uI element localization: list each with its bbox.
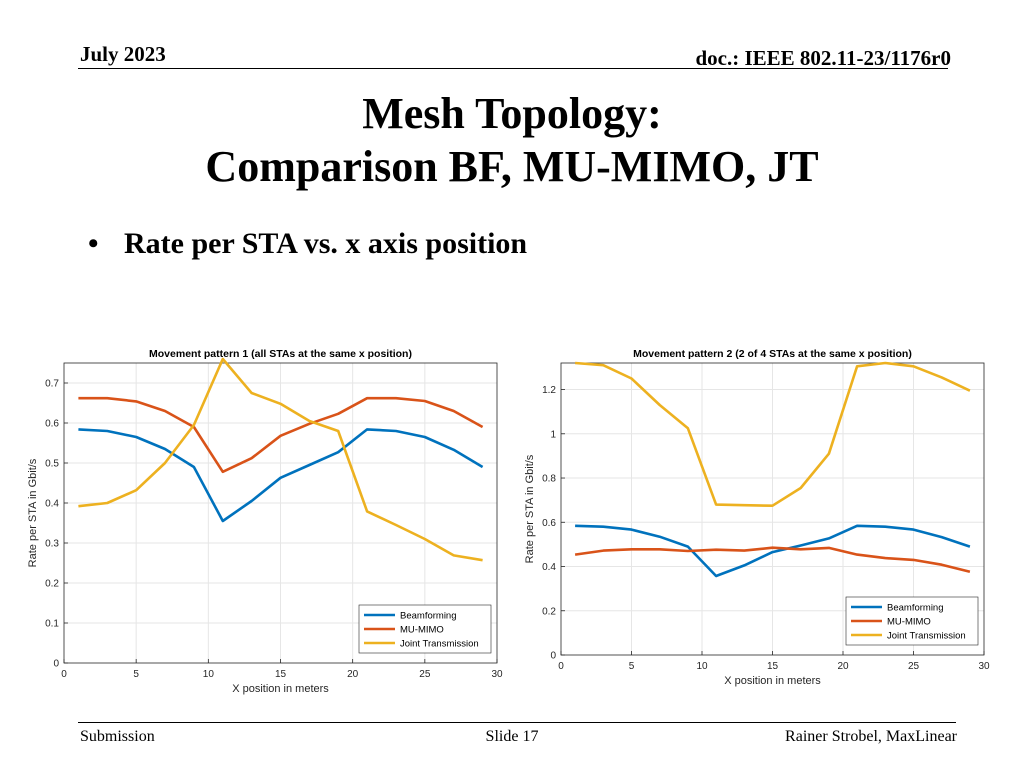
x-tick-label: 15	[275, 669, 287, 680]
series-line-joint-transmission	[574, 361, 971, 507]
legend-entry: MU-MIMO	[400, 625, 444, 636]
bullet-marker: •	[88, 227, 99, 260]
y-tick-label: 0.6	[542, 518, 556, 529]
footer-author: Rainer Strobel, MaxLinear	[785, 728, 957, 745]
chart-legend: Beamforming MU-MIMO Joint Transmission	[845, 596, 979, 646]
x-tick-label: 0	[558, 661, 564, 672]
y-axis-label: Rate per STA in Gbit/s	[524, 454, 536, 563]
legend-entry: Beamforming	[400, 611, 457, 622]
slide-title-line-1: Mesh Topology:	[362, 89, 662, 138]
x-tick-label: 25	[419, 669, 431, 680]
y-tick-label: 0.5	[45, 459, 59, 470]
y-tick-label: 0.4	[45, 499, 59, 510]
x-tick-label: 25	[908, 661, 920, 672]
x-axis-label: X position in meters	[724, 675, 821, 687]
y-tick-label: 0.2	[542, 606, 556, 617]
x-tick-label: 0	[61, 669, 67, 680]
header-date: July 2023	[80, 42, 166, 66]
chart-svg: 0 5 10 15 20 25 30 0 0.1 0.2 0.3 0.4 0.5 0.6 0.7 Moveme…	[27, 348, 503, 695]
y-tick-label: 0.8	[542, 474, 556, 485]
bullet-text: Rate per STA vs. x axis position	[124, 227, 528, 260]
x-tick-label: 20	[837, 661, 849, 672]
chart-title: Movement pattern 1 (all STAs at the same…	[149, 348, 412, 360]
y-tick-label: 0	[53, 659, 59, 670]
x-tick-label: 10	[203, 669, 215, 680]
series-line-mu-mimo	[574, 546, 971, 574]
footer-slide-number: Slide 17	[485, 728, 539, 745]
series-line-beamforming	[575, 524, 971, 578]
x-tick-label: 15	[767, 661, 779, 672]
x-tick-label: 5	[133, 669, 139, 680]
series-line-mu-mimo	[78, 396, 484, 474]
y-tick-label: 1.2	[542, 385, 556, 396]
x-axis-label: X position in meters	[232, 683, 329, 695]
header-divider	[78, 68, 948, 69]
x-tick-label: 30	[978, 661, 990, 672]
chart-legend: Beamforming MU-MIMO Joint Transmission	[358, 604, 492, 654]
y-tick-label: 0.2	[45, 579, 59, 590]
chart-movement-pattern-1: 0 5 10 15 20 25 30 0 0.1 0.2 0.3 0.4 0.5 0.6 0.7 Moveme…	[18, 340, 508, 705]
header-doc-id: doc.: IEEE 802.11-23/1176r0	[695, 46, 951, 70]
chart-svg: 0 5 10 15 20 25 30 0 0.2 0.4 0.6 0.8 1 1.2 Movement pa…	[524, 348, 990, 687]
x-tick-label: 10	[696, 661, 708, 672]
y-tick-label: 0.1	[45, 619, 59, 630]
legend-entry: Joint Transmission	[887, 631, 966, 642]
x-tick-label: 5	[629, 661, 635, 672]
slide-title-line-2: Comparison BF, MU-MIMO, JT	[205, 142, 819, 191]
series-line-joint-transmission	[78, 357, 483, 562]
legend-entry: Joint Transmission	[400, 639, 479, 650]
bullet-item: • Rate per STA vs. x axis position	[88, 227, 527, 261]
footer-submission: Submission	[80, 728, 155, 745]
x-tick-label: 20	[347, 669, 359, 680]
legend-entry: Beamforming	[887, 603, 944, 614]
y-tick-label: 0	[550, 651, 556, 662]
x-tick-label: 30	[491, 669, 503, 680]
chart-movement-pattern-2: 0 5 10 15 20 25 30 0 0.2 0.4 0.6 0.8 1 1.2 Movement pa…	[515, 340, 1005, 705]
series-line-beamforming	[78, 428, 484, 523]
y-axis-label: Rate per STA in Gbit/s	[27, 458, 39, 567]
footer-divider	[78, 722, 956, 723]
slide-title: Mesh Topology: Comparison BF, MU-MIMO, J…	[0, 87, 1024, 193]
y-tick-label: 0.7	[45, 379, 59, 390]
chart-title: Movement pattern 2 (2 of 4 STAs at the s…	[633, 348, 912, 360]
legend-entry: MU-MIMO	[887, 617, 931, 628]
y-tick-label: 1	[550, 429, 556, 440]
y-tick-label: 0.3	[45, 539, 59, 550]
y-tick-label: 0.6	[45, 419, 59, 430]
y-tick-label: 0.4	[542, 562, 556, 573]
